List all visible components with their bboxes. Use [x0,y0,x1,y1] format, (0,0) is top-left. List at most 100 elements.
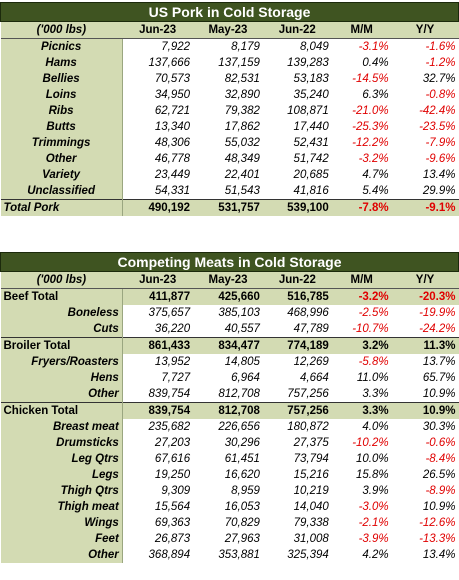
row-label: Total Pork [0,199,123,216]
pork-title: US Pork in Cold Storage [0,2,459,22]
col-header-may23: May-23 [193,271,263,289]
table-row: Other 368,894 353,881 325,394 4.2% 13.4% [0,547,459,563]
units-header: ('000 lbs) [0,271,123,289]
value-jun23: 69,363 [122,515,194,531]
competing-meats-table: Competing Meats in Cold Storage ('000 lb… [0,252,459,563]
value-jun23: 411,877 [122,288,194,305]
meats-title-row: Competing Meats in Cold Storage [0,252,459,272]
change-yy: -1.6% [391,38,459,55]
change-mm: -12.2% [331,135,392,151]
value-may23: 226,656 [193,419,263,435]
value-jun23: 137,666 [122,55,194,71]
value-jun22: 51,742 [262,151,332,167]
change-yy: 30.3% [391,419,459,435]
meats-title: Competing Meats in Cold Storage [0,252,459,272]
value-jun22: 12,269 [262,354,332,370]
change-mm: 3.9% [331,483,392,499]
table-row: Thigh meat 15,564 16,053 14,040 -3.0% 10.9% [0,499,459,515]
change-mm: 4.2% [331,547,392,563]
value-may23: 812,708 [193,402,263,419]
change-mm: 3.2% [331,337,392,354]
row-label: Wings [0,515,123,531]
value-may23: 22,401 [193,167,263,183]
table-row: Trimmings 48,306 55,032 52,431 -12.2% -7.9% [0,135,459,151]
value-may23: 32,890 [193,87,263,103]
row-label: Picnics [0,38,123,55]
change-yy: 13.7% [391,354,459,370]
value-may23: 137,159 [193,55,263,71]
change-yy: 32.7% [391,71,459,87]
value-may23: 812,708 [193,386,263,403]
value-jun22: 47,789 [262,321,332,338]
value-jun23: 62,721 [122,103,194,119]
value-jun22: 325,394 [262,547,332,563]
value-may23: 16,053 [193,499,263,515]
change-yy: 26.5% [391,467,459,483]
change-yy: 10.9% [391,386,459,403]
change-yy: -0.6% [391,435,459,451]
row-label: Ribs [0,103,123,119]
value-jun23: 7,727 [122,370,194,386]
value-may23: 8,179 [193,38,263,55]
col-header-jun23: Jun-23 [122,271,194,289]
value-jun22: 108,871 [262,103,332,119]
value-jun22: 15,216 [262,467,332,483]
value-may23: 425,660 [193,288,263,305]
value-may23: 17,862 [193,119,263,135]
value-jun22: 53,183 [262,71,332,87]
value-jun22: 35,240 [262,87,332,103]
units-header: ('000 lbs) [0,21,123,39]
row-label: Breast meat [0,419,123,435]
change-mm: 3.3% [331,402,392,419]
table-row: Picnics 7,922 8,179 8,049 -3.1% -1.6% [0,38,459,55]
table-row: Thigh Qtrs 9,309 8,959 10,219 3.9% -8.9% [0,483,459,499]
change-mm: -3.2% [331,288,392,305]
row-label: Feet [0,531,123,547]
change-yy: -1.2% [391,55,459,71]
change-yy: -24.2% [391,321,459,338]
change-mm: 11.0% [331,370,392,386]
value-jun23: 839,754 [122,386,194,403]
table-row: Bellies 70,573 82,531 53,183 -14.5% 32.7% [0,71,459,87]
change-yy: 11.3% [391,337,459,354]
value-may23: 8,959 [193,483,263,499]
value-jun22: 17,440 [262,119,332,135]
change-mm: -3.0% [331,499,392,515]
table-row: Feet 26,873 27,963 31,008 -3.9% -13.3% [0,531,459,547]
value-jun22: 4,664 [262,370,332,386]
row-label: Thigh Qtrs [0,483,123,499]
value-may23: 531,757 [193,199,263,216]
row-label: Cuts [0,321,123,338]
value-jun22: 774,189 [262,337,332,354]
change-yy: 65.7% [391,370,459,386]
value-may23: 16,620 [193,467,263,483]
row-label: Thigh meat [0,499,123,515]
value-jun22: 14,040 [262,499,332,515]
value-jun23: 235,682 [122,419,194,435]
change-yy: 13.4% [391,547,459,563]
value-jun22: 52,431 [262,135,332,151]
value-jun23: 54,331 [122,183,194,200]
col-header-yy: Y/Y [391,21,459,39]
change-yy: -13.3% [391,531,459,547]
change-mm: -25.3% [331,119,392,135]
row-label: Other [0,386,123,403]
table-row: Hams 137,666 137,159 139,283 0.4% -1.2% [0,55,459,71]
value-jun22: 79,338 [262,515,332,531]
value-may23: 61,451 [193,451,263,467]
value-may23: 30,296 [193,435,263,451]
value-may23: 14,805 [193,354,263,370]
change-mm: -2.5% [331,305,392,321]
value-jun23: 34,950 [122,87,194,103]
change-mm: -3.2% [331,151,392,167]
change-mm: -10.2% [331,435,392,451]
change-mm: 6.3% [331,87,392,103]
change-mm: 0.4% [331,55,392,71]
value-may23: 27,963 [193,531,263,547]
col-header-jun22: Jun-22 [262,21,332,39]
value-jun22: 180,872 [262,419,332,435]
value-jun23: 13,952 [122,354,194,370]
change-mm: -5.8% [331,354,392,370]
table-row: Wings 69,363 70,829 79,338 -2.1% -12.6% [0,515,459,531]
change-yy: -42.4% [391,103,459,119]
